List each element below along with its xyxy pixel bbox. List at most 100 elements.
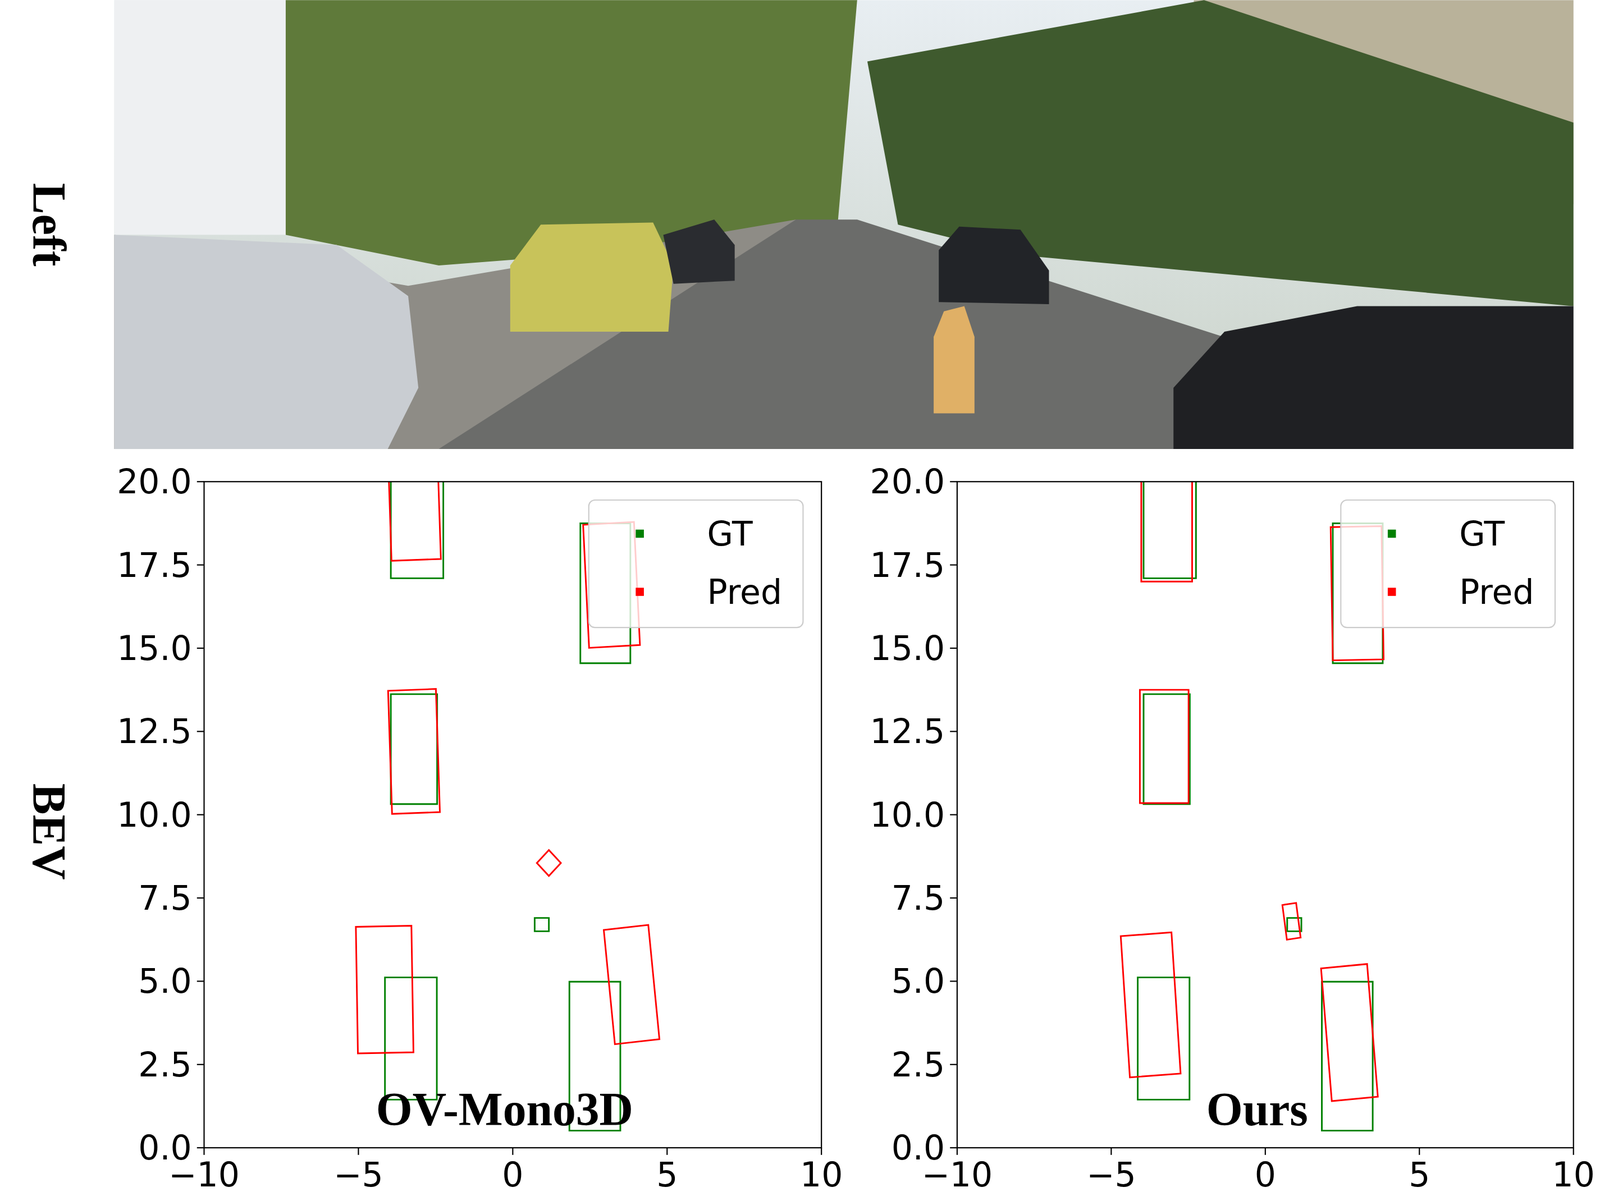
legend-label: Pred <box>1459 572 1534 612</box>
y-tick <box>949 1064 958 1066</box>
box <box>536 850 561 877</box>
x-tick <box>1264 1148 1266 1156</box>
x-tick <box>512 1148 514 1156</box>
x-tick-label: −10 <box>921 1155 994 1195</box>
y-tick-label: 15.0 <box>116 628 192 669</box>
y-tick-label: 7.5 <box>891 878 945 918</box>
y-tick-label: 20.0 <box>116 462 192 502</box>
box <box>387 689 440 815</box>
box <box>1282 903 1301 940</box>
x-tick <box>1110 1148 1112 1156</box>
box <box>1143 481 1196 579</box>
photo-road <box>114 219 1574 450</box>
photo-car <box>114 234 419 450</box>
y-tick-label: 20.0 <box>870 462 946 502</box>
y-tick <box>197 730 205 733</box>
x-tick <box>357 1148 359 1156</box>
x-tick-label: 10 <box>1552 1155 1595 1195</box>
frame <box>204 481 822 1149</box>
box <box>390 481 443 579</box>
photo-car <box>663 219 735 285</box>
y-tick <box>949 481 958 483</box>
legend: GT Pred <box>588 500 804 628</box>
y-tick <box>197 897 205 899</box>
x-tick-label: −5 <box>333 1155 383 1195</box>
box <box>1320 964 1378 1102</box>
box <box>1322 981 1374 1131</box>
legend-box <box>1340 500 1556 628</box>
frame <box>957 481 1574 1149</box>
box <box>355 926 414 1054</box>
row-label: BEV <box>23 783 75 881</box>
photo-sky <box>114 0 1574 450</box>
y-tick-label: 2.5 <box>891 1045 945 1085</box>
x-tick <box>820 1148 822 1156</box>
photo-car <box>510 222 674 332</box>
photo <box>114 0 1574 450</box>
legend-marker <box>1387 529 1397 539</box>
box <box>1141 481 1193 582</box>
y-tick <box>197 481 205 483</box>
legend-label: Pred <box>707 572 783 612</box>
x-tick-label: 5 <box>1408 1155 1430 1195</box>
y-tick-label: 12.5 <box>870 711 946 752</box>
photo-trees <box>867 0 1574 306</box>
y-tick <box>949 897 958 899</box>
legend-marker <box>1387 587 1397 597</box>
y-tick-label: 12.5 <box>116 711 192 752</box>
figure: LeftBEV0.02.55.07.510.012.515.017.520.0−… <box>0 0 1600 1201</box>
y-tick <box>949 980 958 982</box>
x-tick <box>1418 1148 1420 1156</box>
y-tick-label: 15.0 <box>870 628 946 669</box>
box <box>385 977 437 1101</box>
title: Ours <box>1206 1084 1309 1136</box>
y-tick-label: 17.5 <box>116 545 192 585</box>
y-tick <box>949 814 958 816</box>
title: OV-Mono3D <box>376 1084 634 1136</box>
x-tick-label: 0 <box>1254 1155 1277 1195</box>
x-tick-label: 5 <box>656 1155 678 1195</box>
y-tick <box>197 980 205 982</box>
x-tick <box>203 1148 205 1156</box>
x-tick-label: −10 <box>168 1155 240 1195</box>
legend-label: GT <box>1459 514 1505 554</box>
y-tick-label: 17.5 <box>870 545 946 585</box>
chart: 0.02.55.07.510.012.515.017.520.0−10−5051… <box>116 422 843 1195</box>
photo-car <box>1173 306 1574 450</box>
y-tick <box>949 564 958 566</box>
y-tick <box>197 814 205 816</box>
row-label: Left <box>23 183 75 267</box>
box <box>1143 694 1190 805</box>
y-tick-label: 10.0 <box>870 795 946 835</box>
y-tick-label: 7.5 <box>138 878 192 918</box>
x-tick-label: 0 <box>501 1155 524 1195</box>
y-tick <box>197 1064 205 1066</box>
photo-car <box>938 226 1049 305</box>
legend-marker <box>635 529 644 539</box>
photo-sidewalk <box>114 219 797 450</box>
photo-building <box>114 0 288 235</box>
x-tick-label: 10 <box>800 1155 843 1195</box>
box <box>390 694 437 805</box>
y-tick-label: 5.0 <box>138 961 192 1001</box>
chart: 0.02.55.07.510.012.515.017.520.0−10−5051… <box>870 438 1595 1195</box>
y-tick <box>197 647 205 649</box>
box <box>1139 689 1189 804</box>
box <box>603 925 660 1045</box>
x-tick-label: −5 <box>1086 1155 1136 1195</box>
box <box>1137 977 1190 1101</box>
y-tick-label: 2.5 <box>138 1045 192 1085</box>
box <box>387 481 442 561</box>
y-tick <box>949 647 958 649</box>
y-tick <box>197 1147 205 1149</box>
x-tick <box>666 1148 668 1156</box>
legend-label: GT <box>707 514 753 554</box>
x-tick <box>956 1148 958 1156</box>
x-tick <box>1573 1148 1575 1156</box>
y-tick <box>949 730 958 733</box>
legend-marker <box>635 587 644 597</box>
y-tick <box>949 1147 958 1149</box>
legend: GT Pred <box>1340 500 1556 628</box>
y-tick-label: 10.0 <box>116 795 192 835</box>
photo-hydrant <box>933 306 975 414</box>
